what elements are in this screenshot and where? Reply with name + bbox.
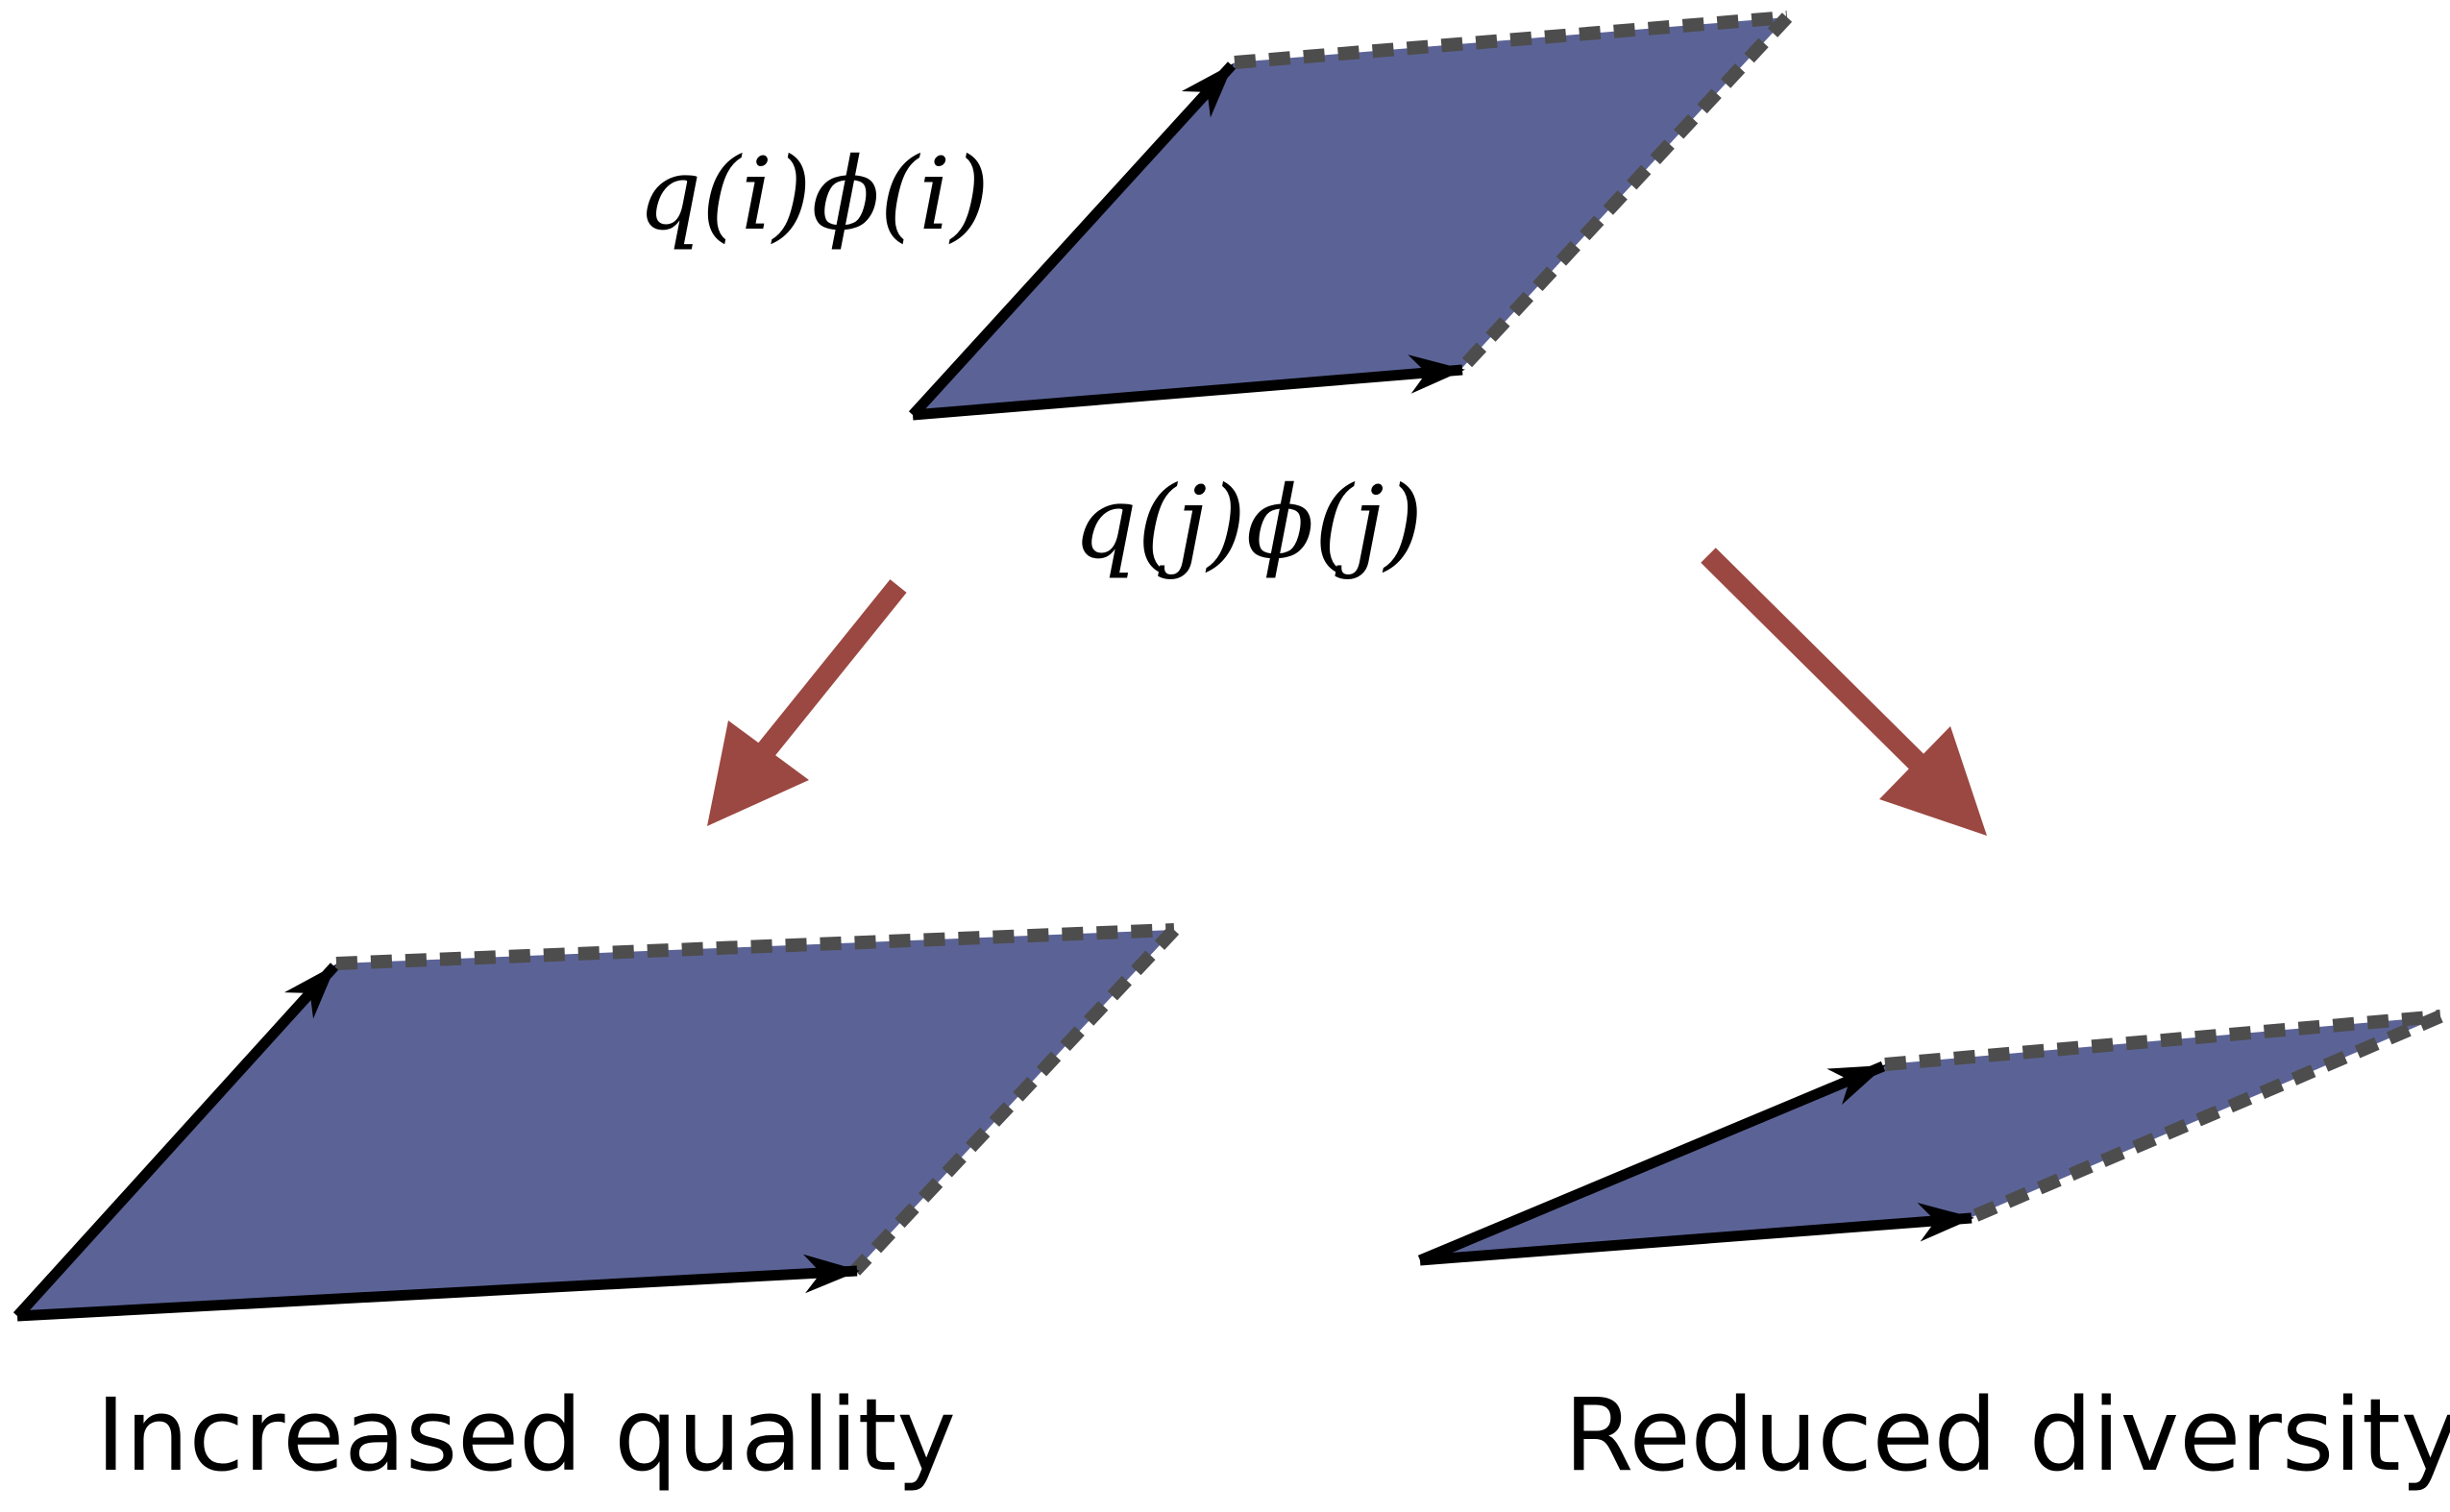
right-vector-i-arrow [1417, 1061, 1886, 1266]
right-dashed-edge-right [1967, 1010, 2443, 1225]
transition-arrow-left [707, 579, 907, 826]
left-vector-j-arrow [16, 1254, 860, 1322]
left-parallelogram [17, 930, 1174, 1316]
top-dashed-edge-right [1455, 12, 1793, 375]
top-dashed-edge-upper [1234, 11, 1788, 69]
right-vector-j-arrow [1419, 1202, 1974, 1266]
left-dashed-edge-right [849, 925, 1180, 1276]
right-dashed-edge-upper [1884, 1010, 2441, 1071]
top-parallelogram-group [908, 11, 1793, 421]
left-dashed-edge-upper [335, 923, 1175, 970]
caption-increased-quality: Increased quality [96, 1377, 956, 1494]
vector-i-label: q(i)ϕ(i) [638, 135, 990, 253]
top-vector-j-arrow [912, 354, 1465, 421]
caption-reduced-diversity: Reduced diversity [1564, 1377, 2450, 1494]
top-vector-i-arrow [908, 61, 1237, 419]
top-parallelogram [913, 17, 1787, 415]
vector-j-label: q(j)ϕ(j) [1073, 464, 1423, 581]
left-vector-i-arrow [12, 963, 339, 1320]
right-parallelogram-group [1417, 1010, 2443, 1266]
left-parallelogram-group [12, 923, 1180, 1322]
right-parallelogram [1420, 1016, 2440, 1260]
transition-arrow-right [1701, 548, 1987, 836]
